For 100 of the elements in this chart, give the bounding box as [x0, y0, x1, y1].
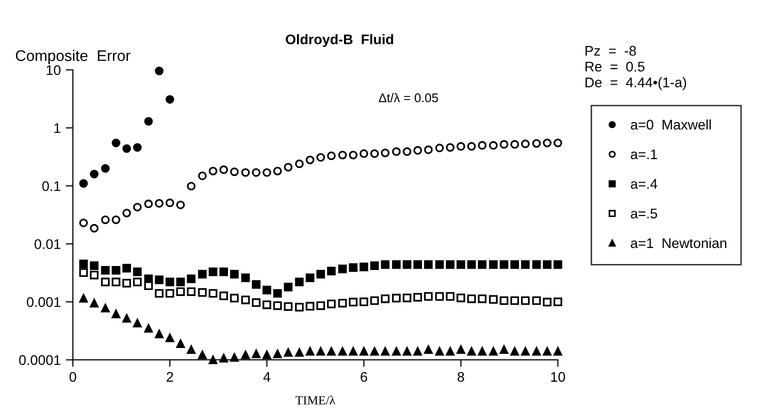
point	[166, 289, 174, 298]
point	[532, 347, 541, 356]
point	[306, 302, 314, 311]
point	[273, 166, 282, 176]
point	[402, 347, 412, 356]
point	[446, 347, 454, 356]
annotation: Δt/λ = 0.05	[378, 93, 438, 102]
point	[360, 298, 368, 306]
point	[554, 138, 562, 148]
point	[338, 298, 347, 308]
point	[413, 292, 422, 302]
point	[306, 156, 314, 164]
point	[446, 143, 454, 152]
point	[154, 199, 164, 208]
point	[166, 278, 174, 286]
point	[176, 278, 185, 286]
point	[90, 170, 99, 178]
point	[112, 278, 120, 286]
point	[273, 289, 282, 298]
point	[554, 260, 562, 269]
point	[112, 138, 120, 148]
point	[101, 278, 110, 286]
point	[500, 140, 508, 149]
point	[327, 300, 336, 308]
point	[542, 138, 552, 148]
point	[435, 260, 444, 269]
point	[186, 274, 196, 284]
point	[554, 347, 562, 356]
point	[133, 318, 142, 328]
point	[306, 273, 314, 282]
point	[392, 260, 401, 269]
point	[90, 224, 99, 233]
point	[79, 294, 88, 303]
point	[542, 298, 552, 306]
point	[133, 202, 142, 212]
point	[392, 147, 401, 156]
point	[219, 165, 228, 174]
point	[262, 300, 272, 310]
point	[144, 281, 153, 290]
point	[90, 261, 99, 270]
y-tick-label: 0.01	[34, 239, 60, 250]
point	[532, 296, 541, 305]
point	[198, 172, 207, 180]
point	[316, 270, 326, 278]
point	[90, 298, 99, 308]
point	[402, 147, 412, 156]
point	[348, 150, 358, 160]
point	[273, 301, 282, 310]
point	[284, 302, 293, 311]
x-tick-label: 8	[458, 372, 464, 382]
point	[306, 347, 314, 356]
point	[90, 270, 99, 280]
point	[101, 215, 110, 224]
point	[176, 200, 185, 210]
point	[370, 347, 379, 356]
x-tick-label: 0	[70, 372, 76, 382]
point	[144, 324, 153, 333]
point	[542, 347, 552, 356]
point	[154, 66, 164, 76]
point	[554, 298, 562, 306]
point	[230, 270, 239, 278]
point	[295, 348, 304, 357]
point	[510, 140, 520, 149]
point	[186, 182, 196, 190]
point	[380, 260, 390, 269]
y-axis-title: Composite Error	[16, 50, 130, 64]
point	[327, 151, 336, 160]
point	[198, 350, 207, 360]
point	[186, 287, 196, 296]
x-tick-label: 10	[551, 372, 566, 382]
point	[79, 179, 88, 188]
x-axis-title: TIME/λ	[296, 396, 336, 404]
point	[219, 354, 228, 362]
point	[230, 294, 239, 302]
point	[338, 264, 347, 274]
point	[435, 292, 444, 301]
point	[510, 296, 520, 305]
point	[316, 347, 326, 356]
legend-label: a=.4	[630, 179, 658, 189]
point	[542, 260, 552, 269]
text: De = 4.44•(1-a)	[586, 77, 686, 90]
point	[262, 286, 272, 294]
legend-label: a=.1	[630, 150, 658, 160]
point	[208, 289, 218, 298]
point	[122, 314, 132, 323]
point	[380, 347, 390, 356]
point	[392, 294, 401, 302]
point	[500, 345, 508, 354]
point	[122, 208, 132, 218]
point	[101, 266, 110, 275]
point	[456, 294, 466, 302]
point	[489, 347, 498, 356]
point	[112, 215, 120, 224]
point	[144, 200, 153, 208]
point	[252, 298, 260, 307]
point	[79, 260, 88, 268]
point	[198, 270, 207, 278]
point	[122, 264, 132, 273]
y-tick-label: 0.0001	[19, 355, 60, 366]
point	[327, 347, 336, 356]
